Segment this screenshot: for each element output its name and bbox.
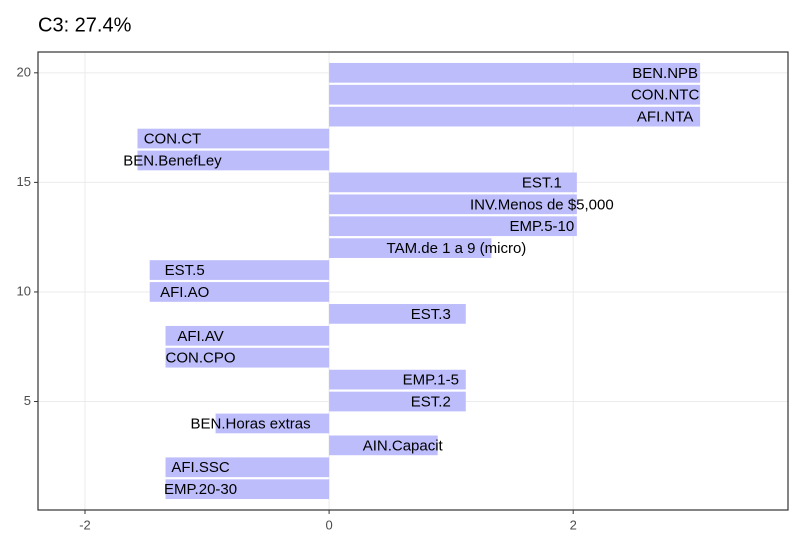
bar-label: INV.Menos de $5,000	[470, 196, 614, 213]
bar-label: AFI.AV	[177, 328, 223, 345]
bar-label: CON.CPO	[166, 350, 236, 367]
bar	[329, 435, 438, 456]
bar-label: EMP.1-5	[403, 372, 459, 389]
bar	[165, 479, 330, 500]
bar-label: AFI.AO	[160, 284, 209, 301]
bar-label: EST.2	[411, 393, 451, 410]
chart-title: C3: 27.4%	[38, 14, 132, 36]
bar	[149, 260, 330, 280]
bar	[137, 128, 330, 149]
bar-label: CON.NTC	[631, 87, 699, 104]
x-tick-label: -2	[79, 517, 91, 532]
bar-label: BEN.BenefLey	[123, 152, 222, 169]
bar	[329, 84, 701, 105]
bar	[165, 347, 330, 368]
bar	[329, 391, 466, 412]
bar	[149, 282, 330, 302]
bar-label: EMP.20-30	[164, 481, 237, 498]
bar-label: EMP.5-10	[509, 218, 574, 235]
bar-label: EST.5	[165, 262, 205, 279]
bar-label: EST.1	[522, 174, 562, 191]
bar-label: AFI.NTA	[637, 109, 693, 126]
bar	[329, 238, 492, 258]
bar	[165, 457, 330, 478]
y-tick-label: 20	[17, 64, 31, 79]
bar	[165, 325, 330, 346]
y-tick-label: 15	[17, 174, 31, 189]
x-tick-label: 0	[325, 517, 332, 532]
bar	[329, 369, 466, 390]
bar	[329, 106, 701, 127]
bar-label: EST.3	[411, 306, 451, 323]
bar	[329, 172, 577, 193]
panel-border	[37, 51, 789, 511]
bar-label: BEN.Horas extras	[191, 415, 311, 432]
bar	[329, 216, 577, 237]
bar	[329, 194, 577, 215]
x-tick-label: 2	[570, 517, 577, 532]
bar-label: TAM.de 1 a 9 (micro)	[387, 240, 527, 257]
bar-label: AIN.Capacit	[363, 437, 444, 454]
y-tick-label: 5	[24, 393, 31, 408]
bar-label: BEN.NPB	[632, 65, 698, 82]
bar	[215, 413, 330, 434]
bar	[137, 150, 330, 171]
bar-label: CON.CT	[144, 131, 202, 148]
bar	[329, 304, 466, 324]
y-tick-label: 10	[17, 283, 31, 298]
bar-label: AFI.SSC	[171, 459, 230, 476]
bar	[329, 62, 701, 83]
